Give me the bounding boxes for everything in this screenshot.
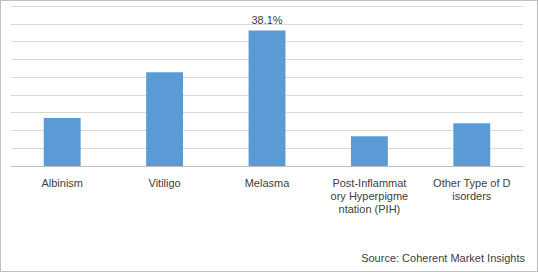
- svg-text:isorders: isorders: [452, 190, 492, 202]
- svg-text:Melasma: Melasma: [245, 177, 291, 189]
- svg-text:Vitiligo: Vitiligo: [148, 177, 180, 189]
- svg-text:ory Hyperpigme: ory Hyperpigme: [331, 190, 409, 202]
- svg-text:Other Type of D: Other Type of D: [433, 177, 511, 189]
- svg-text:38.1%: 38.1%: [251, 14, 282, 26]
- svg-text:Albinism: Albinism: [41, 177, 83, 189]
- svg-text:Source: Coherent Market Insigh: Source: Coherent Market Insights: [361, 252, 525, 264]
- svg-text:ntation (PIH): ntation (PIH): [339, 203, 401, 215]
- svg-text:Post-Inflammat: Post-Inflammat: [332, 177, 406, 189]
